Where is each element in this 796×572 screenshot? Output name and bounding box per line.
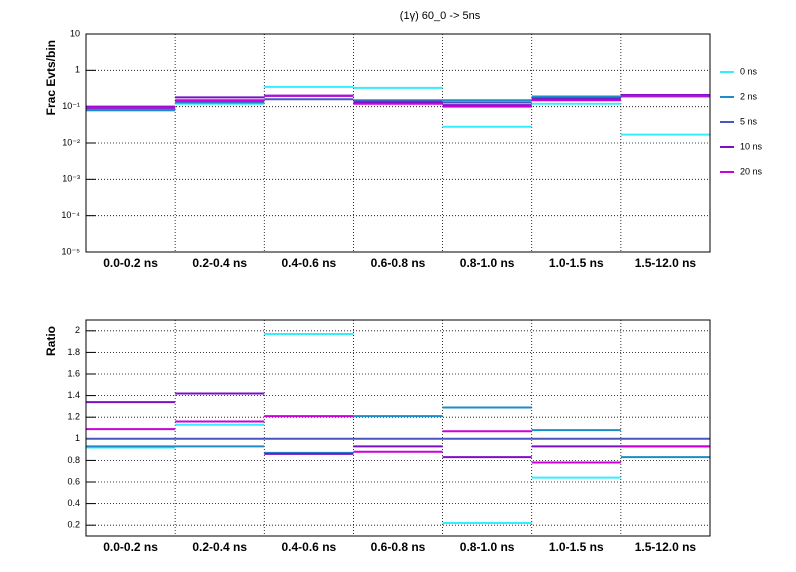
y-tick-label: 10⁻³ [62, 174, 80, 184]
plot-area [86, 333, 710, 525]
y-tick-label: 0.2 [67, 520, 80, 530]
y-tick-label: 1.4 [67, 390, 80, 400]
y-tick-label: 10⁻¹ [62, 101, 80, 111]
x-tick-label: 0.0-0.2 ns [103, 256, 158, 270]
x-tick-label: 1.5-12.0 ns [635, 540, 697, 554]
y-tick-label: 0.6 [67, 476, 80, 486]
x-tick-label: 0.6-0.8 ns [371, 540, 426, 554]
x-tick-label: 1.0-1.5 ns [549, 540, 604, 554]
legend-label: 0 ns [740, 66, 758, 76]
x-tick-label: 0.8-1.0 ns [460, 256, 515, 270]
y-tick-label: 2 [75, 325, 80, 335]
y-axis-label: Frac Evts/bin [44, 40, 58, 115]
y-axis-label: Ratio [44, 326, 58, 356]
y-tick-label: 1.2 [67, 412, 80, 422]
legend-label: 5 ns [740, 116, 758, 126]
x-tick-label: 0.4-0.6 ns [282, 256, 337, 270]
y-tick-label: 0.8 [67, 455, 80, 465]
y-tick-label: 0.4 [67, 498, 80, 508]
y-tick-label: 1 [75, 433, 80, 443]
x-tick-label: 0.2-0.4 ns [192, 540, 247, 554]
x-tick-label: 1.0-1.5 ns [549, 256, 604, 270]
frame [85, 33, 711, 253]
legend-label: 20 ns [740, 166, 763, 176]
legend-label: 10 ns [740, 141, 763, 151]
chart-title: (1γ) 60_0 -> 5ns [400, 10, 481, 22]
y-tick-label: 1 [75, 65, 80, 75]
x-tick-label: 0.6-0.8 ns [371, 256, 426, 270]
legend-label: 2 ns [740, 91, 758, 101]
plot-area [86, 85, 710, 136]
x-tick-label: 0.4-0.6 ns [282, 540, 337, 554]
y-tick-label: 10 [70, 28, 80, 38]
x-tick-label: 1.5-12.0 ns [635, 256, 697, 270]
y-tick-label: 10⁻² [62, 137, 80, 147]
x-tick-label: 0.2-0.4 ns [192, 256, 247, 270]
y-tick-label: 1.8 [67, 347, 80, 357]
x-tick-label: 0.8-1.0 ns [460, 540, 515, 554]
x-tick-label: 0.0-0.2 ns [103, 540, 158, 554]
y-tick-label: 1.6 [67, 368, 80, 378]
y-tick-label: 10⁻⁴ [61, 210, 80, 220]
y-tick-label: 10⁻⁵ [62, 246, 81, 256]
frame [85, 319, 711, 537]
